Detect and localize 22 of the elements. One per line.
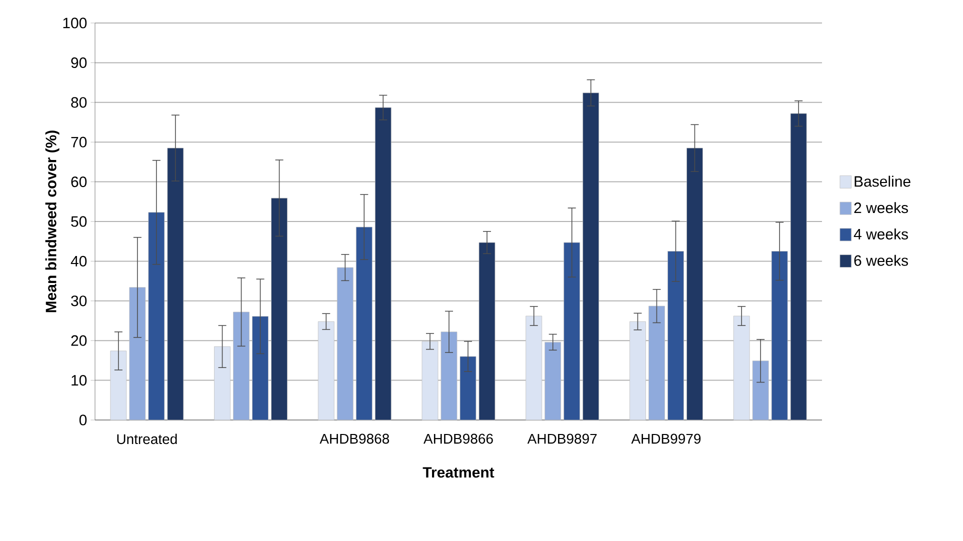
x-tick-label: Untreated — [117, 434, 177, 444]
legend-label: 6 weeks — [854, 254, 908, 266]
y-tick-label: 50 — [71, 216, 87, 227]
y-tick-label: 30 — [71, 296, 87, 306]
x-tick-label: AHDB9979 — [631, 434, 701, 444]
x-axis-title: Treatment — [422, 467, 494, 478]
y-tick-label: 60 — [71, 176, 87, 188]
y-tick-label: 10 — [72, 374, 87, 386]
legend-label: 2 weeks — [854, 202, 908, 214]
legend-label: 4 weeks — [854, 228, 908, 240]
x-tick-label: AHDB9897 — [527, 434, 597, 444]
y-tick-label: 70 — [71, 136, 87, 148]
y-tick-label: 0 — [79, 414, 87, 426]
x-tick-label: AHDB9866 — [424, 434, 493, 444]
legend-label: Baseline — [854, 176, 910, 187]
y-tick-label: 40 — [70, 256, 87, 267]
y-tick-label: 100 — [63, 18, 87, 28]
y-axis-title: Mean bindweed cover (%) — [45, 130, 60, 312]
y-tick-label: 80 — [71, 97, 87, 108]
x-tick-label: AHDB9868 — [320, 434, 390, 444]
y-tick-label: 20 — [71, 335, 87, 346]
y-tick-label: 90 — [71, 57, 87, 68]
